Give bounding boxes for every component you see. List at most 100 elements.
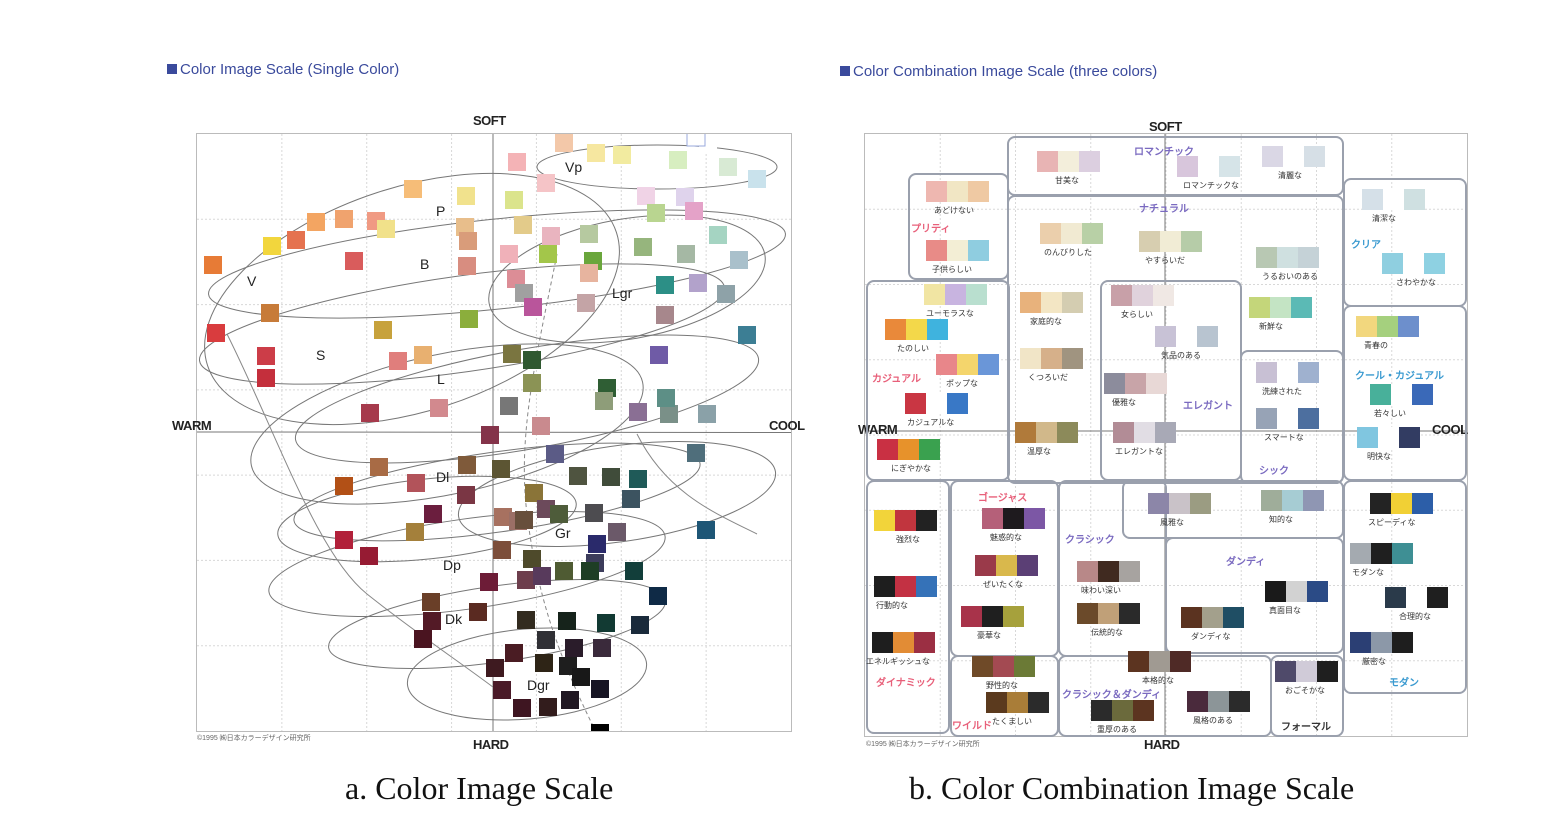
combination-word: 風格のある bbox=[1193, 716, 1233, 725]
color-chip bbox=[1350, 543, 1371, 564]
left-panel-title: Color Image Scale (Single Color) bbox=[167, 61, 399, 78]
color-chip bbox=[1024, 508, 1045, 529]
color-chip bbox=[1357, 427, 1378, 448]
color-chip bbox=[430, 399, 448, 417]
color-chip bbox=[585, 504, 603, 522]
color-chip bbox=[524, 298, 542, 316]
color-chip bbox=[505, 644, 523, 662]
combination-word: 味わい深い bbox=[1081, 586, 1121, 595]
color-chip bbox=[647, 204, 665, 222]
color-chip bbox=[629, 470, 647, 488]
combination-word: スピーディな bbox=[1368, 518, 1416, 527]
color-chip bbox=[515, 284, 533, 302]
color-chip bbox=[414, 630, 432, 648]
color-chip bbox=[591, 724, 609, 731]
category-label-wild: ワイルド bbox=[952, 721, 992, 732]
tone-ellipse bbox=[406, 627, 648, 721]
category-label-cool-casual: クール・カジュアル bbox=[1355, 371, 1444, 382]
color-chip bbox=[1303, 490, 1324, 511]
combination-word: たくましい bbox=[992, 717, 1032, 726]
color-chip bbox=[1020, 292, 1041, 313]
color-chip bbox=[595, 392, 613, 410]
color-chip bbox=[1176, 326, 1197, 347]
color-chip bbox=[1007, 692, 1028, 713]
color-chip bbox=[748, 170, 766, 188]
combination-word: ポップな bbox=[946, 379, 978, 388]
combination-word: モダンな bbox=[1352, 568, 1384, 577]
color-chip bbox=[414, 346, 432, 364]
color-chip bbox=[622, 490, 640, 508]
color-chip bbox=[1392, 632, 1413, 653]
color-chip bbox=[1155, 422, 1176, 443]
combination-word: 甘美な bbox=[1055, 176, 1079, 185]
tone-zone-label-v: V bbox=[247, 273, 257, 289]
color-chip bbox=[1125, 373, 1146, 394]
color-chip bbox=[631, 616, 649, 634]
category-label-dynamic: ダイナミック bbox=[876, 678, 936, 689]
color-chip bbox=[1146, 373, 1167, 394]
color-chip bbox=[1256, 247, 1277, 268]
tone-ellipse bbox=[208, 209, 786, 319]
color-chip bbox=[494, 508, 512, 526]
combination-word: 若々しい bbox=[1374, 409, 1406, 418]
color-chip bbox=[1091, 700, 1112, 721]
combination-word: エネルギッシュな bbox=[866, 657, 930, 666]
category-label-elegant: エレガント bbox=[1183, 401, 1233, 412]
left-axis-warm: WARM bbox=[172, 418, 212, 433]
left-axis-hard: HARD bbox=[473, 737, 509, 752]
color-chip bbox=[945, 284, 966, 305]
color-chip bbox=[307, 213, 325, 231]
color-chip bbox=[1371, 632, 1392, 653]
combination-word: 風雅な bbox=[1160, 518, 1184, 527]
color-chip bbox=[1181, 231, 1202, 252]
color-chip bbox=[906, 319, 927, 340]
color-chip bbox=[1148, 493, 1169, 514]
color-chip bbox=[508, 153, 526, 171]
category-label-modern: モダン bbox=[1389, 678, 1419, 689]
color-chip bbox=[697, 521, 715, 539]
color-chip bbox=[1128, 651, 1149, 672]
color-chip bbox=[874, 510, 895, 531]
color-chip bbox=[1261, 490, 1282, 511]
color-chip bbox=[460, 310, 478, 328]
color-chip bbox=[872, 632, 893, 653]
tone-ellipse bbox=[488, 214, 766, 344]
color-chip bbox=[1079, 151, 1100, 172]
color-chip bbox=[1298, 247, 1319, 268]
color-chip bbox=[493, 681, 511, 699]
tone-zone-label-p: P bbox=[436, 203, 446, 219]
color-chip bbox=[927, 319, 948, 340]
color-chip bbox=[895, 510, 916, 531]
left-copyright: ©1995 ㈱日本カラーデザイン研究所 bbox=[197, 735, 311, 742]
color-chip bbox=[1412, 493, 1433, 514]
color-chip bbox=[588, 535, 606, 553]
color-chip bbox=[613, 146, 631, 164]
color-chip bbox=[916, 576, 937, 597]
color-chip bbox=[1177, 156, 1198, 177]
color-chip bbox=[1406, 587, 1427, 608]
color-chip bbox=[1133, 700, 1154, 721]
color-chip bbox=[1370, 493, 1391, 514]
color-chip bbox=[1282, 490, 1303, 511]
color-chip bbox=[1112, 700, 1133, 721]
hue-line bbox=[636, 433, 758, 535]
color-chip bbox=[719, 158, 737, 176]
color-chip bbox=[1307, 581, 1328, 602]
color-chip bbox=[1256, 408, 1277, 429]
title-square-icon bbox=[167, 64, 177, 74]
tone-zone-label-vp: Vp bbox=[565, 159, 583, 175]
color-chip bbox=[1061, 223, 1082, 244]
color-chip bbox=[370, 458, 388, 476]
combination-word: あどけない bbox=[934, 206, 974, 215]
color-chip bbox=[1037, 151, 1058, 172]
color-chip bbox=[1132, 285, 1153, 306]
color-chip bbox=[996, 555, 1017, 576]
color-chip bbox=[993, 656, 1014, 677]
color-chip bbox=[486, 659, 504, 677]
color-chip bbox=[507, 270, 525, 288]
color-chip bbox=[1298, 362, 1319, 383]
color-chip bbox=[1169, 493, 1190, 514]
group-box-modern bbox=[1343, 480, 1467, 694]
color-chip bbox=[523, 351, 541, 369]
tone-zone-label-dgr: Dgr bbox=[527, 677, 550, 693]
